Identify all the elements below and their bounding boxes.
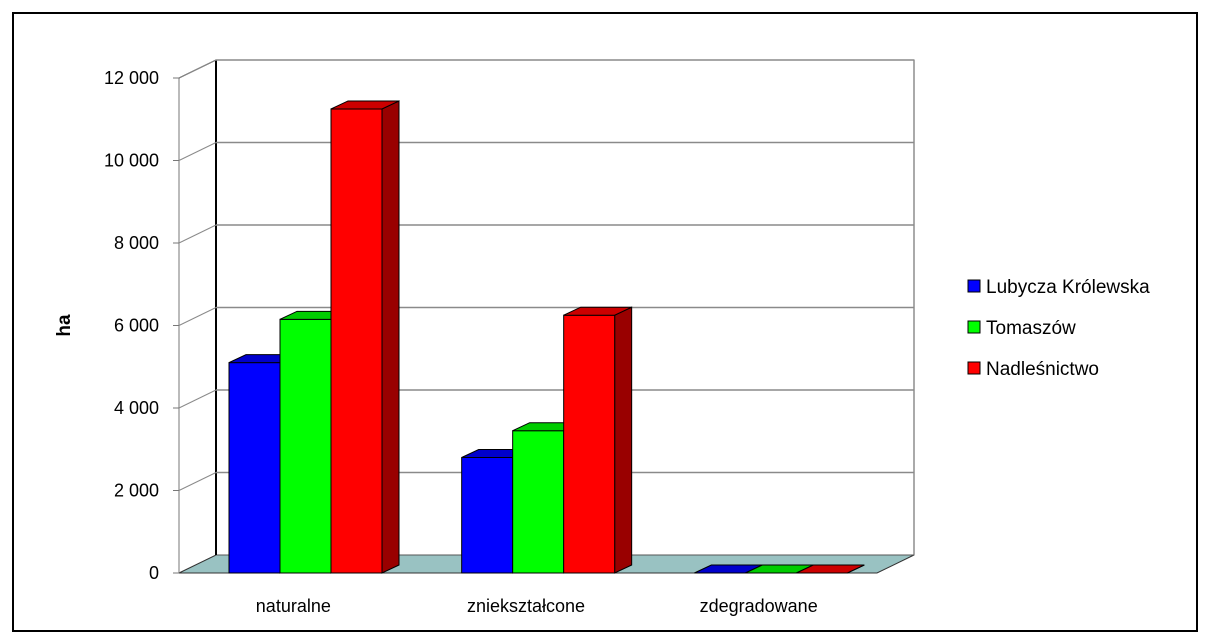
legend-item: Tomaszów — [967, 318, 1076, 339]
y-tick-label: 8 000 — [114, 233, 159, 253]
y-tick-label: 12 000 — [104, 68, 159, 88]
y-tick-label: 10 000 — [104, 151, 159, 171]
y-tick-label: 6 000 — [114, 316, 159, 336]
gridline-side — [178, 307, 217, 326]
bar-front-face — [279, 318, 332, 574]
y-axis-title: ha — [54, 314, 75, 337]
legend-label: Lubycza Królewska — [986, 277, 1150, 298]
gridline-side — [178, 472, 217, 491]
y-tick-label: 0 — [149, 563, 159, 583]
legend-swatch — [967, 279, 981, 293]
bar-1-2 — [563, 306, 633, 574]
bar-top-face — [563, 306, 632, 316]
legend: Lubycza Królewska Tomaszów Nadleśnictwo — [967, 277, 1150, 380]
bars — [228, 100, 865, 574]
legend-swatch — [967, 320, 981, 334]
bar-top-face — [330, 100, 400, 110]
bar-2-2 — [796, 564, 865, 574]
legend-label: Tomaszów — [986, 318, 1076, 339]
bar-front-face — [330, 108, 383, 574]
gridline-side — [178, 142, 217, 161]
legend-item: Lubycza Królewska — [967, 277, 1150, 298]
gridline-side — [178, 224, 217, 244]
bar-side-face — [614, 306, 633, 574]
gridline-side — [178, 389, 217, 409]
bar-0-2 — [330, 100, 400, 574]
x-axis-ticks: naturalne zniekształcone zdegradowane — [256, 596, 818, 616]
bar-side-face — [381, 100, 400, 574]
y-tick-label: 4 000 — [114, 398, 159, 418]
x-tick-label: zdegradowane — [700, 596, 818, 616]
legend-swatch — [967, 361, 981, 375]
bar-front-face — [563, 314, 616, 574]
y-axis-ticks: 0 2 000 4 000 6 000 8 000 10 000 12 000 — [104, 68, 179, 583]
y-tick-label: 2 000 — [114, 481, 159, 501]
bar-top-face — [796, 564, 865, 574]
x-tick-label: naturalne — [256, 596, 331, 616]
x-tick-label: zniekształcone — [467, 596, 585, 616]
legend-item: Nadleśnictwo — [967, 359, 1099, 380]
bar-front-face — [461, 457, 514, 574]
bar-front-face — [512, 430, 565, 574]
gridline-side — [178, 59, 217, 79]
legend-label: Nadleśnictwo — [986, 359, 1099, 380]
bar-front-face — [228, 362, 281, 574]
